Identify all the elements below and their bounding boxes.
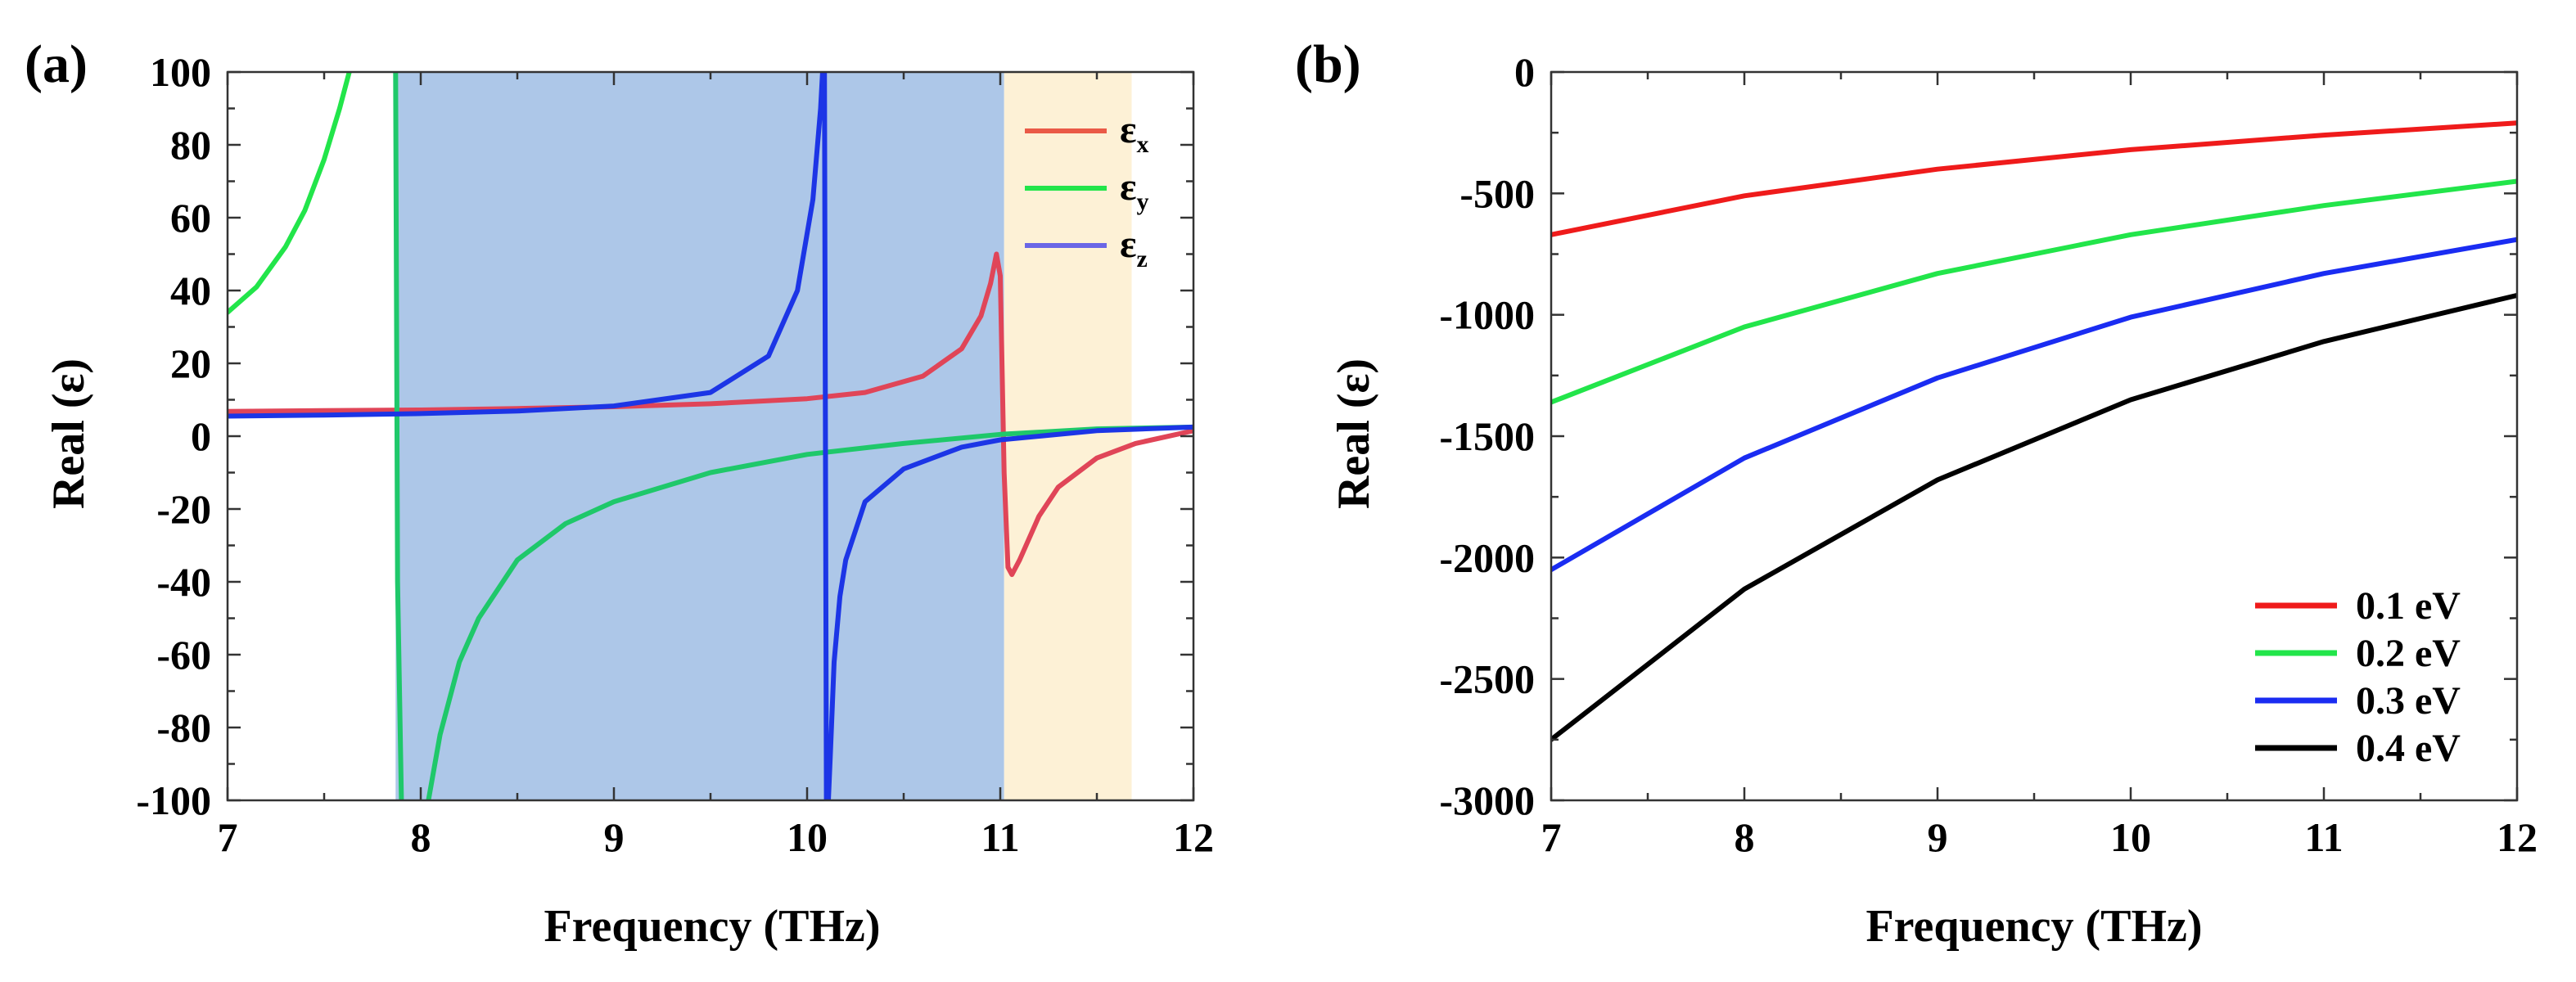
panel-b-y-tick-label: -500 (1459, 170, 1535, 216)
panel-a-ylabel: Real (ε) (43, 358, 94, 509)
panel-b-x-tick-label: 10 (2110, 814, 2151, 860)
panel-b-legend-label: 0.4 eV (2356, 727, 2461, 770)
panel-b: (b) 7 8 9 10 11 12 0 -500 -1000 -1500 -2000 -2500 -3… (1295, 34, 2538, 952)
panel-a-y-tick-label: 40 (170, 268, 211, 313)
panel-a-series (228, 72, 1193, 800)
panel-a-legend: εx εy εz (1025, 108, 1149, 273)
panel-b-y-tick-label: -2500 (1439, 656, 1535, 702)
panel-b-legend: 0.1 eV0.2 eV0.3 eV0.4 eV (2255, 584, 2461, 770)
panel-a-label: (a) (25, 34, 88, 94)
panel-a-y-tick-label: 80 (170, 122, 211, 168)
panel-b-y-tick-label: -3000 (1439, 777, 1535, 823)
panel-a-series-line (393, 72, 404, 800)
panel-a-y-tick-label: 100 (150, 49, 211, 95)
panel-a-y-tick-label: -60 (156, 632, 211, 678)
panel-b-legend-label: 0.2 eV (2356, 632, 2461, 675)
panel-b-x-tick-label: 12 (2497, 814, 2538, 860)
panel-a: (a) 7 8 9 10 11 12 100 80 60 40 20 0 -20 -40 -60 -80 -10… (25, 34, 1214, 952)
panel-b-y-tick-label: -1000 (1439, 292, 1535, 338)
panel-b-y-tick-label: -1500 (1439, 413, 1535, 459)
panel-b-x-tick-label: 7 (1541, 814, 1562, 860)
panel-a-y-tick-label: -20 (156, 486, 211, 532)
panel-a-y-tick-label: -80 (156, 705, 211, 750)
panel-a-y-tick-label: 0 (191, 413, 211, 459)
panel-a-x-tick-label: 10 (787, 814, 828, 860)
panel-b-legend-label: 0.1 eV (2356, 584, 2461, 628)
panel-a-series-line (228, 72, 1193, 800)
panel-b-ticks: 7 8 9 10 11 12 0 -500 -1000 -1500 -2000 -2500 -3000 (1439, 49, 2538, 860)
panel-a-y-tick-label: 60 (170, 195, 211, 241)
panel-a-legend-label: εx (1120, 108, 1149, 158)
panel-a-series-line (228, 72, 352, 315)
panel-a-x-tick-label: 7 (218, 814, 238, 860)
panel-b-ylabel: Real (ε) (1329, 358, 1379, 509)
panel-b-series-line (1551, 120, 2517, 237)
panel-a-legend-label: εy (1120, 165, 1149, 215)
panel-a-y-tick-label: -100 (136, 777, 211, 823)
panel-b-y-tick-label: -2000 (1439, 534, 1535, 580)
panel-a-x-tick-label: 11 (981, 814, 1019, 860)
panel-b-y-tick-label: 0 (1514, 49, 1535, 95)
panel-b-series-line (1551, 236, 2517, 573)
panel-a-shaded-region (395, 72, 1004, 800)
panel-a-x-tick-label: 9 (604, 814, 625, 860)
panel-b-x-tick-label: 9 (1928, 814, 1948, 860)
panel-b-legend-label: 0.3 eV (2356, 679, 2461, 723)
panel-b-series (1551, 120, 2517, 742)
panel-a-x-tick-label: 12 (1173, 814, 1214, 860)
panel-a-x-tick-label: 8 (411, 814, 431, 860)
panel-b-series-line (1551, 292, 2517, 742)
panel-b-series-line (1551, 178, 2517, 405)
panel-a-y-tick-label: 20 (170, 340, 211, 386)
panel-b-label: (b) (1295, 34, 1361, 94)
panel-a-ticks: 7 8 9 10 11 12 100 80 60 40 20 0 -20 -40 -60 -80 -100 (136, 49, 1214, 860)
panel-a-shaded-regions (395, 72, 1132, 800)
panel-b-xlabel: Frequency (THz) (1865, 901, 2202, 952)
panel-a-y-tick-label: -40 (156, 559, 211, 605)
panel-a-series-line (426, 424, 1193, 800)
panel-b-x-tick-label: 8 (1735, 814, 1755, 860)
panel-b-x-tick-label: 11 (2304, 814, 2343, 860)
panel-a-xlabel: Frequency (THz) (544, 901, 880, 952)
panel-a-legend-label: εz (1120, 223, 1148, 273)
